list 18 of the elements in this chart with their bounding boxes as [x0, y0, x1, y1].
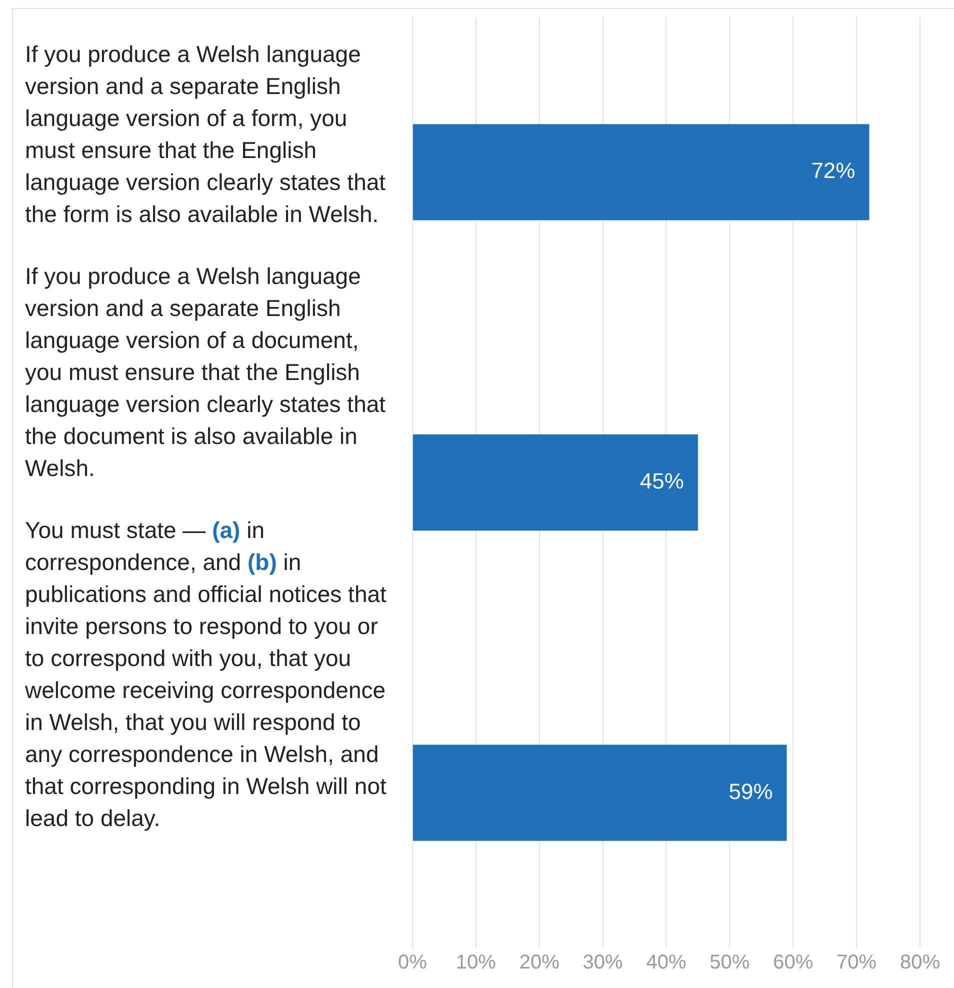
bar [412, 744, 787, 841]
y-tick-label: If you produce a Welsh language version and a separate English language version of a document, you must ensure that the English language version clearly states that the document is also available in Welsh. [25, 262, 387, 483]
bar [412, 124, 870, 220]
y-tick-label: If you produce a Welsh language version and a separate English language version of a form, you must ensure that the English language version clearly states that the form is also available in Welsh. [25, 40, 387, 229]
x-tick-label: 70% [836, 952, 877, 974]
x-tick-label: 80% [900, 952, 940, 974]
x-tick-label: 60% [773, 952, 814, 974]
x-tick-label: 0% [398, 952, 428, 974]
category-label: You must state — (a) in correspondence, and (b) in publications and official notices that invite persons to respond to you or to correspond with you, that you welcome receiving correspondence in Welsh, that you will respond to any correspondence in Welsh, and that corresponding in Welsh will not lead to delay. [25, 517, 386, 831]
x-tick-label: 20% [519, 952, 560, 974]
x-tick-label: 10% [456, 952, 496, 974]
x-tick-label: 40% [646, 952, 686, 974]
bar [412, 434, 698, 531]
x-tick-label: 30% [582, 952, 624, 974]
x-tick-label: 50% [710, 952, 750, 974]
data-label: 45% [640, 468, 684, 494]
data-label: 59% [728, 778, 773, 804]
data-label: 72% [811, 158, 856, 184]
